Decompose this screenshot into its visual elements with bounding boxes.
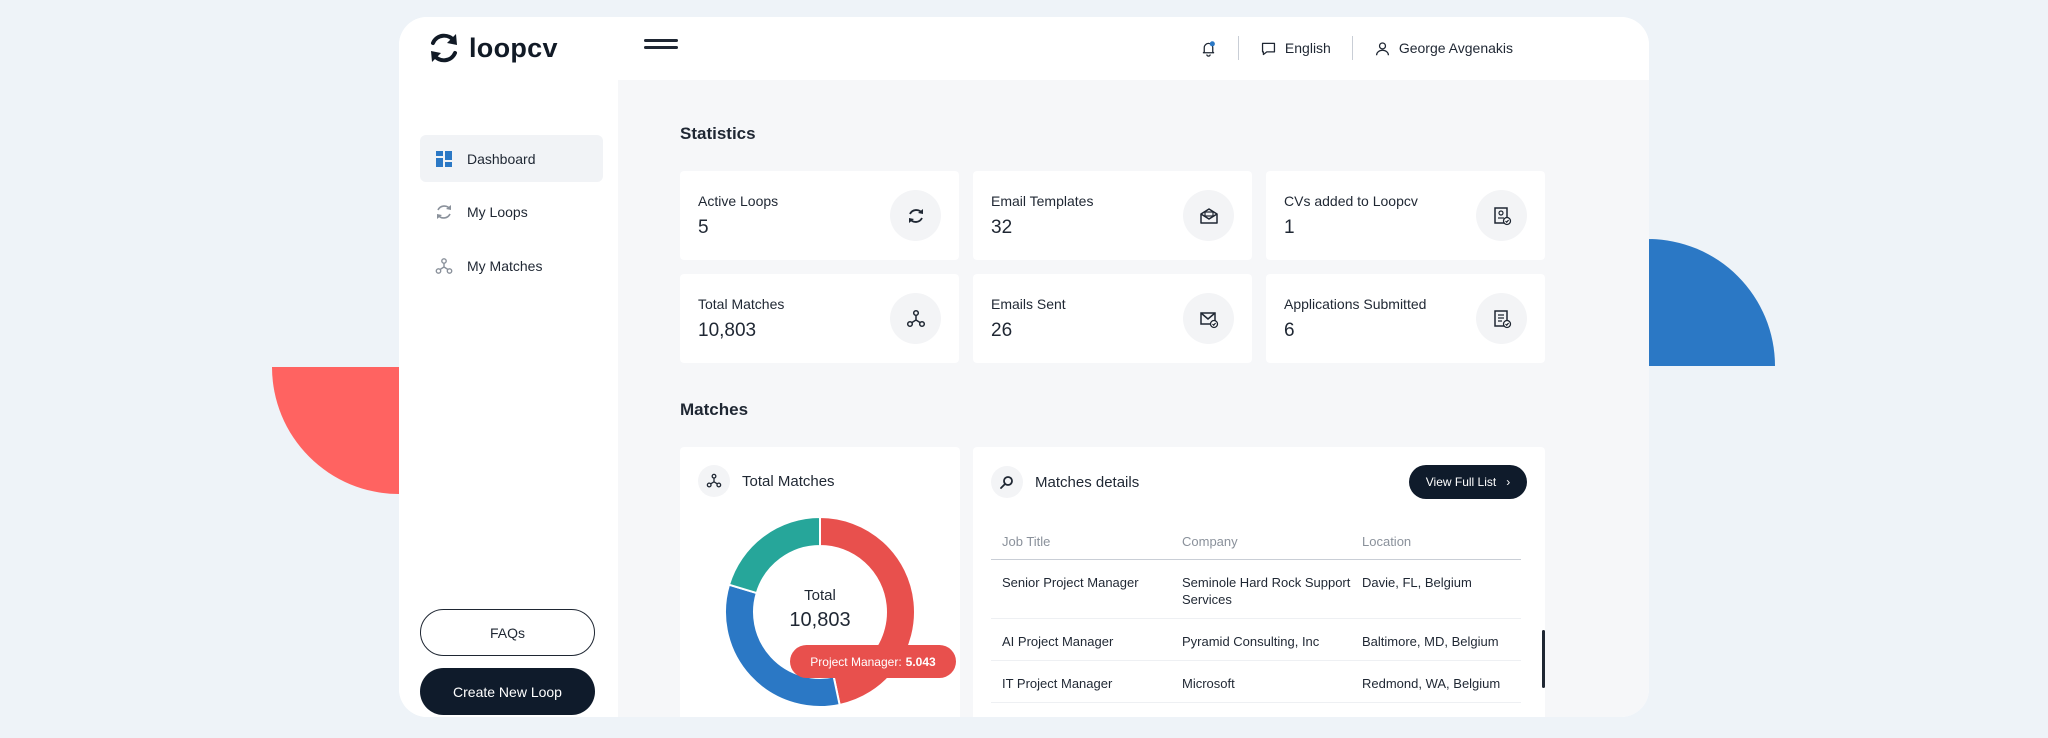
network-icon [698,465,730,497]
menu-toggle-icon[interactable] [644,39,678,57]
cell-company: Microsoft [1171,660,1351,703]
email-template-icon [1183,190,1234,241]
top-header: loopcv English [399,17,1649,80]
header-divider [1237,36,1239,60]
matches-details-header: Matches details [991,466,1139,498]
decorative-red-shape [272,367,399,494]
stat-value: 32 [991,217,1013,238]
stat-label: Total Matches [698,296,785,312]
stat-card-email-templates: Email Templates 32 [973,171,1252,260]
table-header-row: Job Title Company Location [991,525,1521,560]
cell-location: Redmond, WA, Belgium [1351,660,1521,703]
stat-card-active-loops: Active Loops 5 [680,171,959,260]
table-row[interactable]: IT Project Manager Microsoft Redmond, WA… [991,660,1521,703]
matches-title: Matches [680,400,749,419]
cell-job-title: AI Project Manager [991,618,1171,661]
column-header-location: Location [1351,525,1521,560]
cell-job-title: Senior Project Manager [991,559,1171,619]
cell-company: Seminole Hard Rock Support Services [1171,559,1351,619]
tooltip-value: 5.043 [905,654,936,669]
table-row[interactable]: AI Project Manager Pyramid Consulting, I… [991,618,1521,661]
email-sent-icon [1183,293,1234,344]
total-matches-header: Total Matches [698,465,835,497]
stat-value: 6 [1284,320,1295,341]
matches-icon [435,257,453,274]
donut-slice-3[interactable] [727,515,821,595]
language-selector[interactable]: English [1239,36,1352,60]
logo[interactable]: loopcv [427,31,558,65]
stat-label: CVs added to Loopcv [1284,193,1418,209]
donut-center-label: Total [804,587,836,604]
stat-value: 1 [1284,217,1295,238]
stat-label: Email Templates [991,193,1094,209]
tooltip-label: Project Manager: [810,654,902,669]
user-menu[interactable]: George Avgenakis [1353,36,1534,60]
stat-label: Emails Sent [991,296,1066,312]
view-full-list-label: View Full List [1425,475,1497,489]
stat-value: 26 [991,320,1013,341]
dashboard-icon [436,150,452,167]
notifications-button[interactable] [1179,36,1238,60]
sidebar-item-label: Dashboard [467,150,536,167]
stat-card-total-matches: Total Matches 10,803 [680,274,959,363]
sidebar-item-my-loops[interactable]: My Loops [420,188,603,235]
decorative-blue-shape [1648,239,1775,366]
create-new-loop-button[interactable]: Create New Loop [420,668,595,715]
matches-table: Job Title Company Location Senior Projec… [991,525,1521,703]
sidebar-item-dashboard[interactable]: Dashboard [420,135,603,182]
stat-label: Applications Submitted [1284,296,1427,312]
stat-value: 10,803 [698,320,757,341]
header-actions: English George Avgenakis [1179,35,1534,61]
bell-icon [1202,40,1215,57]
matches-details-panel: Matches details View Full List › Job Tit… [973,447,1545,717]
faqs-button[interactable]: FAQs [420,609,595,656]
column-header-job-title: Job Title [991,525,1171,560]
sidebar: Dashboard My Loops My Matches FAQs Creat… [399,80,618,717]
chat-icon [1261,42,1276,55]
application-icon [1476,293,1527,344]
total-matches-panel: Total Matches Total 10,803 Project Manag… [680,447,960,717]
stat-value: 5 [698,217,709,238]
header-divider [1351,36,1353,60]
donut-center-value: 10,803 [789,609,851,631]
chart-tooltip: Project Manager: 5.043 [790,645,956,678]
stat-card-emails-sent: Emails Sent 26 [973,274,1252,363]
panel-title: Matches details [1035,473,1140,491]
cv-icon [1476,190,1527,241]
user-icon [1375,41,1389,55]
statistics-title: Statistics [680,124,756,143]
cell-company: Pyramid Consulting, Inc [1171,618,1351,661]
cell-location: Baltimore, MD, Belgium [1351,618,1521,661]
logo-text: loopcv [469,32,558,63]
donut-chart: Total 10,803 [724,515,916,708]
loop-logo-icon [431,33,457,63]
column-header-company: Company [1171,525,1351,560]
sidebar-item-my-matches[interactable]: My Matches [420,242,603,289]
donut-center: Total 10,803 [725,587,915,632]
user-name: George Avgenakis [1398,40,1513,56]
stat-card-cvs-added: CVs added to Loopcv 1 [1266,171,1545,260]
stat-card-applications-submitted: Applications Submitted 6 [1266,274,1545,363]
view-full-list-button[interactable]: View Full List › [1409,465,1527,499]
table-row[interactable]: Senior Project Manager Seminole Hard Roc… [991,559,1521,619]
refresh-icon [890,190,941,241]
loop-icon [437,204,451,219]
cell-location: Davie, FL, Belgium [1351,559,1521,619]
sidebar-item-label: My Loops [467,203,528,220]
table-scrollbar[interactable] [1542,630,1545,688]
chevron-right-icon: › [1506,475,1511,489]
app-window: loopcv English [399,17,1649,717]
panel-title: Total Matches [742,472,835,490]
search-icon [991,466,1023,498]
network-icon [890,293,941,344]
cell-job-title: IT Project Manager [991,660,1171,703]
language-label: English [1284,40,1331,56]
stat-label: Active Loops [698,193,779,209]
sidebar-item-label: My Matches [467,257,543,274]
main-content: Statistics Active Loops 5 Email Template… [618,80,1649,717]
